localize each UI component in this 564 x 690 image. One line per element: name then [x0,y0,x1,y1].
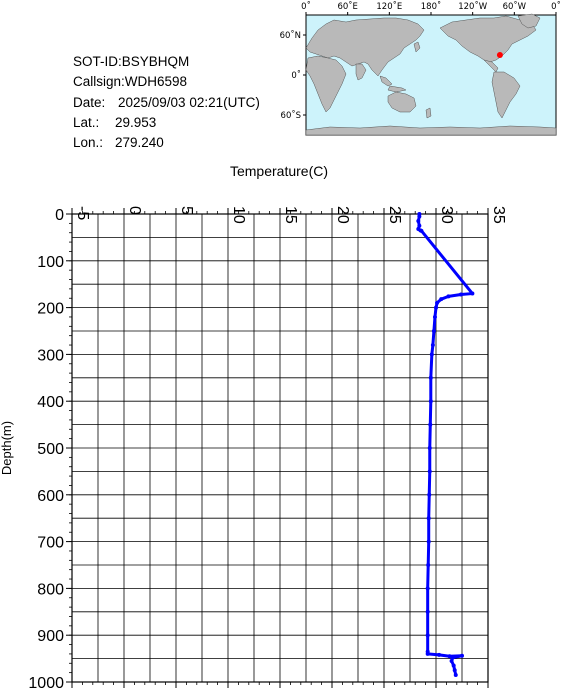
data-point [437,652,442,657]
date-value: 2025/09/03 02:21(UTC) [118,95,260,110]
lon-value: 279.240 [115,135,164,150]
y-tick-label: 200 [37,301,64,318]
data-point [453,672,458,677]
x-tick-label: 15 [282,206,299,224]
date-label: Date: [73,95,106,110]
map-land [305,13,557,136]
data-point [427,469,432,474]
map-lat-label: 0˚ [291,70,301,81]
x-tick-labels: -5 0 5 10 15 20 25 30 35 [74,206,507,224]
data-point [432,314,437,319]
sot-id-text: SOT-ID:BSYBHQM [73,54,190,69]
y-tick-label: 800 [37,581,64,598]
y-tick-labels: 0 100 200 300 400 500 600 700 800 900 1000 [28,207,64,690]
map-lon-label: 120˚W [458,1,487,12]
y-tick-label: 600 [37,488,64,505]
data-point [439,297,444,302]
data-point [419,228,424,233]
data-point [429,352,434,357]
map-longitude-labels: 0˚ 60˚E 120˚E 180˚ 120˚W 60˚W 0˚ [301,1,561,15]
grid-lines [71,213,489,683]
x-tick-label: 35 [490,206,507,224]
data-point [470,291,475,296]
data-point [460,653,464,658]
data-point [435,300,440,305]
data-point [426,516,431,521]
y-tick-label: 400 [37,394,64,411]
data-point [430,343,435,348]
y-axis-title: Depth(m) [0,421,14,475]
y-tick-label: 500 [37,441,64,458]
data-point [428,399,433,404]
map-lon-label: 60˚W [503,1,527,12]
lat-value: 29.953 [115,115,157,130]
y-tick-label: 0 [55,207,64,224]
location-marker [496,52,503,59]
data-point [426,563,431,567]
data-point [449,658,454,663]
x-tick-label: 25 [386,206,403,224]
data-point [425,633,430,638]
map-lon-label: 0˚ [551,1,561,12]
lat-label: Lat.: [73,115,100,130]
data-point [450,655,455,660]
x-tick-label: 0 [126,206,143,215]
data-point [452,668,457,673]
map-lat-label: 60˚S [281,110,301,121]
map-lon-label: 60˚E [337,1,357,12]
data-point [434,305,438,310]
data-point [428,375,433,380]
x-tick-label: 10 [230,206,247,224]
data-point [427,446,432,450]
map-lat-label: 60˚N [280,30,301,41]
data-point [428,422,433,427]
data-point [427,492,432,497]
data-point [451,663,456,668]
y-tick-label: 700 [37,535,64,552]
y-tick-label: 900 [37,628,64,645]
data-point [425,609,430,614]
data-point [426,539,431,544]
map-lon-label: 180˚ [421,1,441,12]
data-point [425,651,430,656]
profile-series [416,212,475,677]
y-tick-label: 300 [37,347,64,364]
map-lon-label: 120˚E [376,1,402,12]
lon-label: Lon.: [73,135,104,150]
x-axis-title: Temperature(C) [230,163,328,179]
data-point [417,223,422,228]
data-point [458,292,463,297]
x-tick-label: 20 [334,206,351,224]
y-tick-label: 100 [37,254,64,271]
y-tick-label: 1000 [28,675,64,690]
plot-frame [71,213,489,683]
x-tick-label: 30 [438,206,455,224]
data-point [425,586,430,591]
data-point [416,219,421,224]
callsign-text: Callsign:WDH6598 [73,74,188,89]
data-point [431,329,436,333]
data-point [417,214,422,219]
profile-line [416,214,474,676]
data-point [446,294,451,299]
location-map: 0˚ 60˚E 120˚E 180˚ 120˚W 60˚W 0˚ 60˚N 0˚ 60˚S [280,1,561,136]
data-point [447,654,452,659]
x-tick-label: 5 [178,206,195,215]
map-lon-label: 0˚ [301,1,311,12]
